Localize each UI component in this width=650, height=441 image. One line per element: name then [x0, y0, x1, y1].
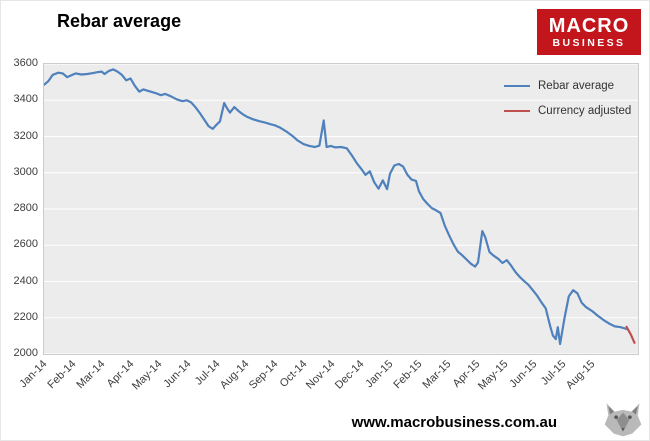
legend-line-swatch-red	[504, 110, 530, 112]
y-tick-label: 2800	[13, 202, 38, 214]
logo-text-business: BUSINESS	[552, 36, 626, 49]
y-tick-label: 2400	[13, 274, 38, 287]
plot-area: Rebar average Currency adjusted	[43, 63, 639, 355]
legend-label-rebar-average: Rebar average	[538, 80, 615, 92]
y-tick-label: 3600	[13, 57, 38, 69]
legend: Rebar average Currency adjusted	[504, 80, 631, 130]
y-tick-label: 2200	[13, 310, 38, 323]
legend-label-currency-adjusted: Currency adjusted	[538, 105, 632, 117]
chart-title: Rebar average	[57, 11, 182, 31]
y-tick-label: 3400	[13, 93, 38, 106]
footer-url: www.macrobusiness.com.au	[351, 414, 557, 431]
macrobusiness-logo: MACRO BUSINESS	[537, 9, 641, 55]
legend-item-rebar-average: Rebar average	[504, 80, 631, 92]
y-tick-label: 3000	[13, 165, 38, 178]
legend-item-currency-adjusted: Currency adjusted	[504, 105, 631, 117]
y-tick-label: 3200	[13, 129, 38, 142]
logo-text-macro: MACRO	[548, 14, 630, 37]
wolf-logo	[604, 403, 642, 437]
y-tick-label: 2600	[13, 238, 38, 251]
line-chart	[44, 64, 638, 354]
y-tick-label: 2000	[13, 347, 38, 359]
legend-line-swatch-blue	[504, 85, 530, 87]
